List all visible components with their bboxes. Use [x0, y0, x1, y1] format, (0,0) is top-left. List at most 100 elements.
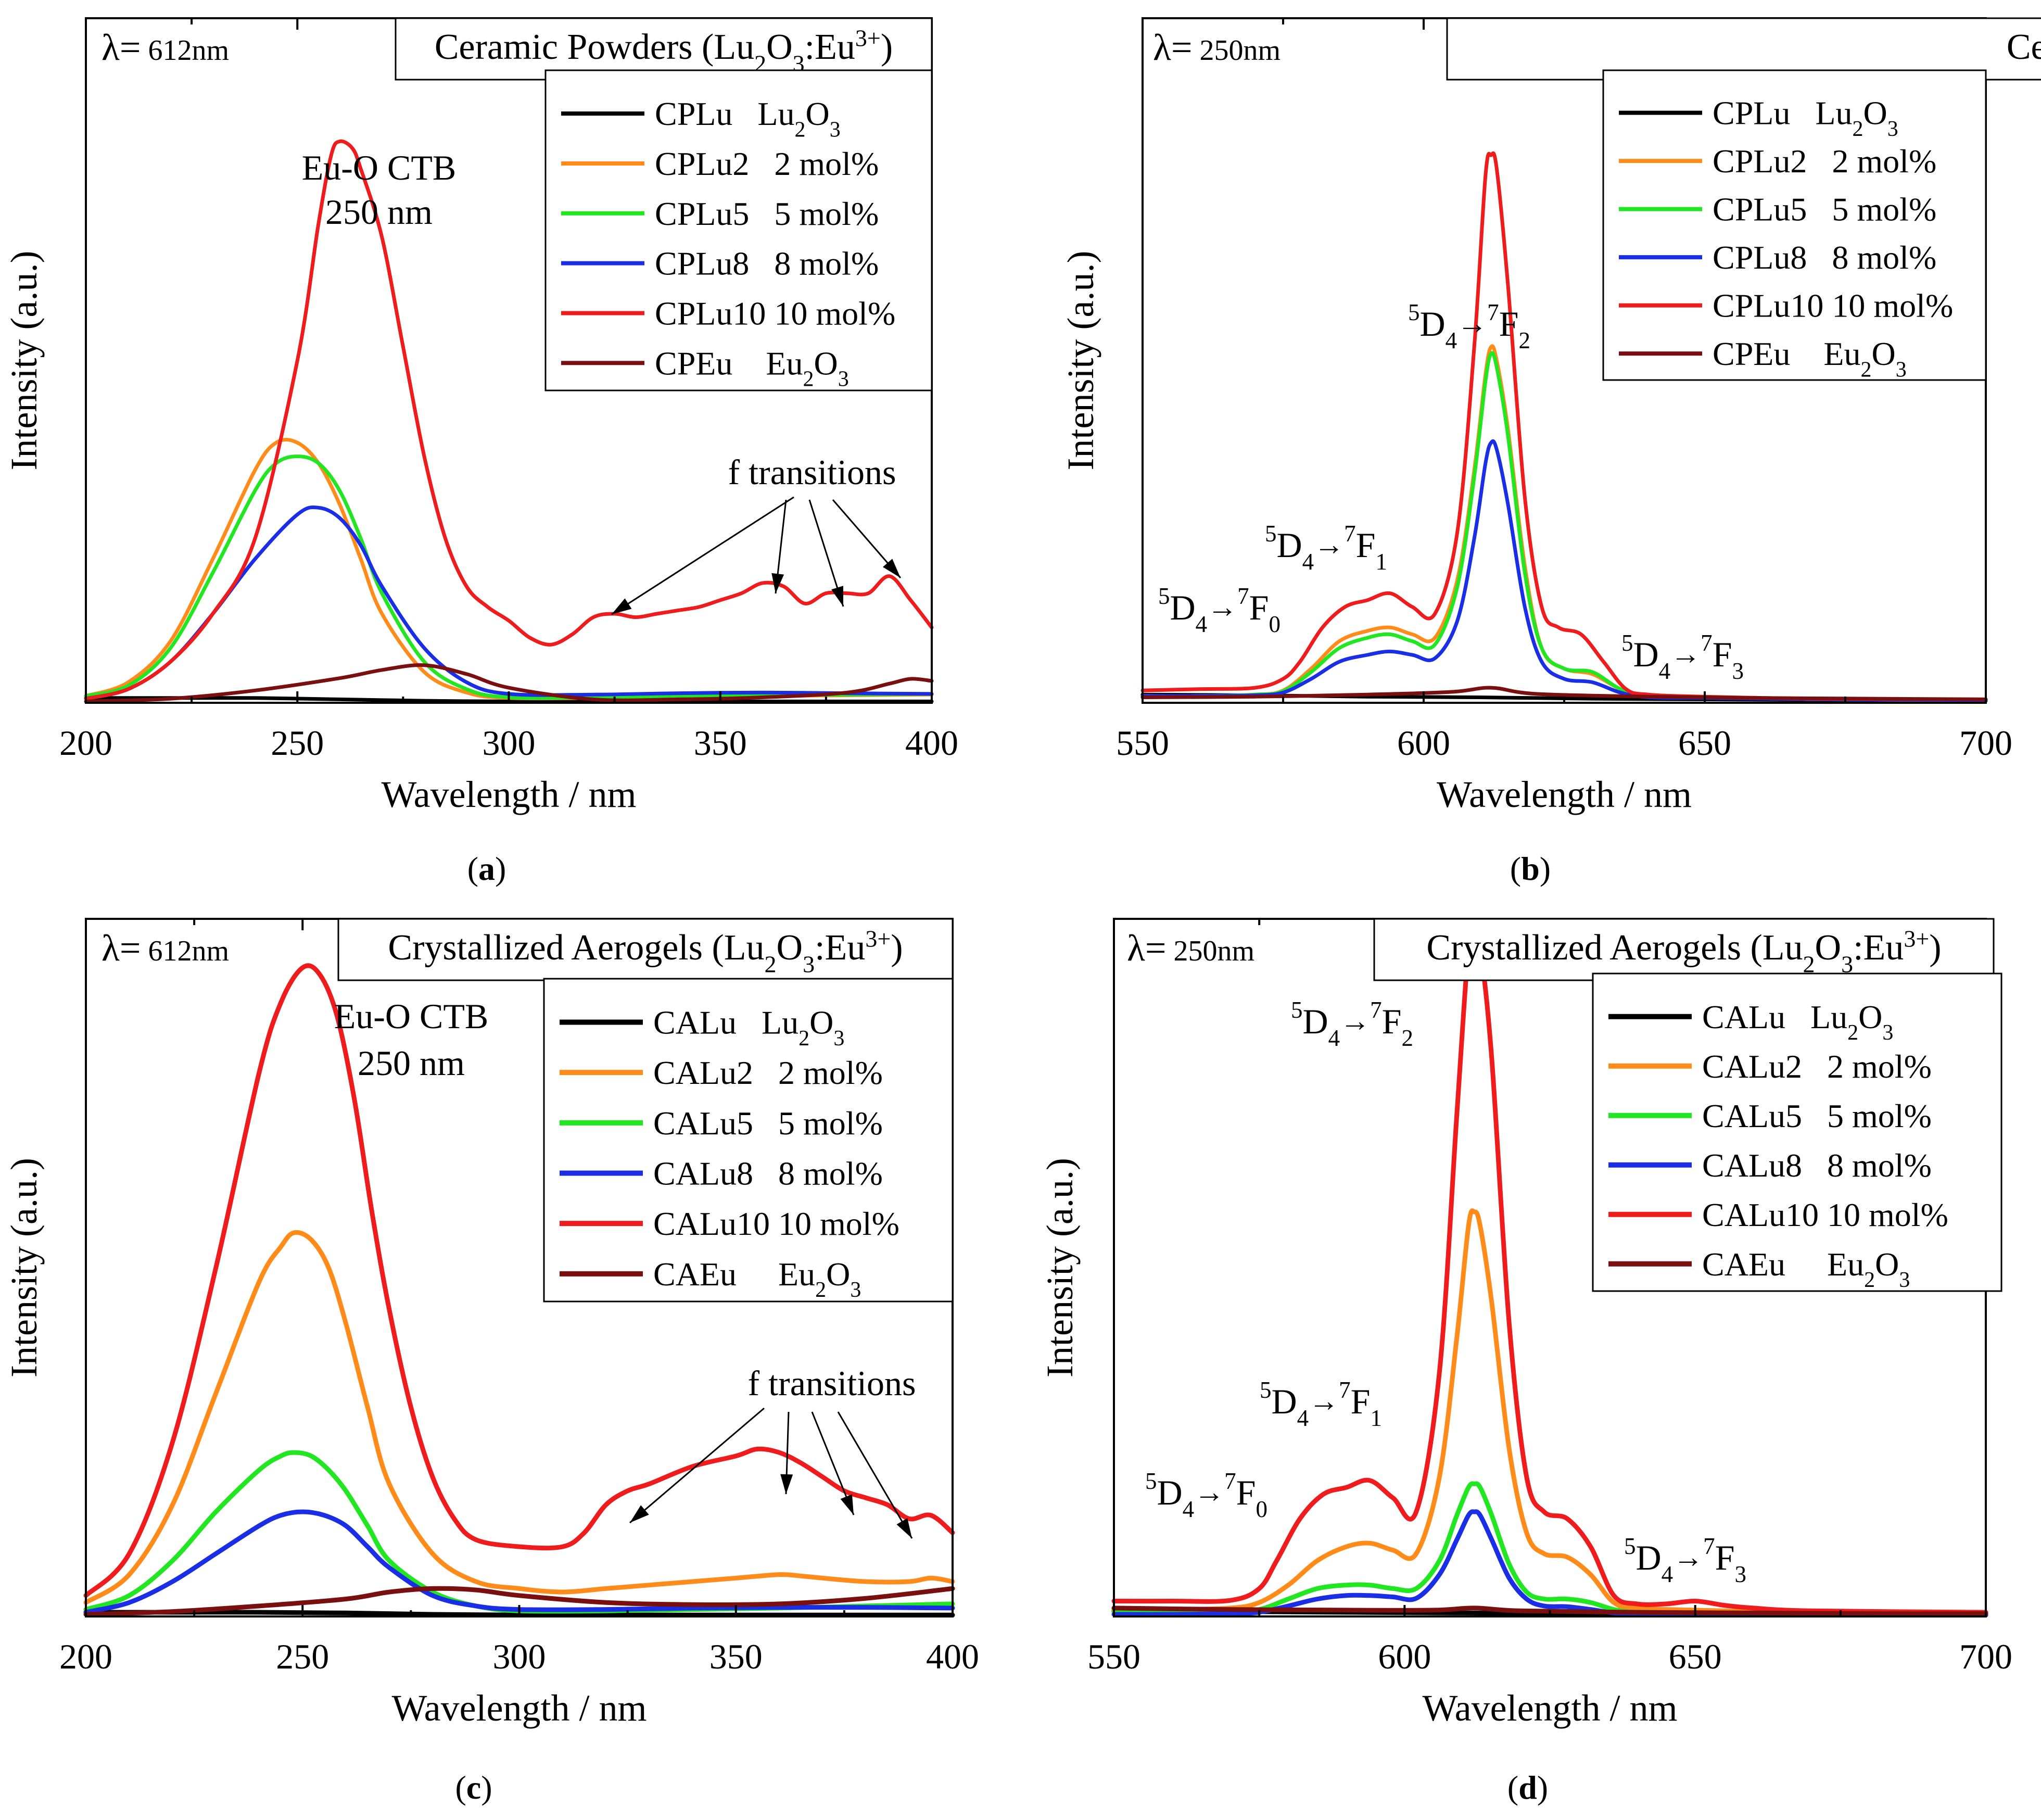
- legend-label: CAEu Eu2O3: [1702, 1246, 1910, 1292]
- series-line-cpeu: [1140, 686, 1988, 701]
- legend-label: CALu5 5 mol%: [653, 1105, 883, 1142]
- x-tick-label: 550: [1116, 723, 1169, 763]
- annotation-arrowhead: [612, 598, 632, 614]
- panel-caption: (a): [467, 850, 506, 887]
- series-line-cplu10: [84, 139, 934, 701]
- transition-label: 5D4→7F1: [1265, 521, 1387, 575]
- series-line-cpeu: [84, 663, 934, 703]
- annotation-arrowhead: [840, 1494, 854, 1515]
- x-tick-label: 350: [694, 723, 747, 763]
- title-box: [337, 918, 954, 981]
- series-line-caeu: [1111, 1606, 1988, 1616]
- ctb-annotation-line2: 250 nm: [325, 192, 433, 232]
- legend-label: CALu2 2 mol%: [1702, 1048, 1932, 1085]
- chart-panel-c: 200 250 300 350 400 Wavelength / nm Intensity …: [3, 918, 979, 1806]
- legend-label: CALu10 10 mol%: [653, 1205, 899, 1242]
- x-tick-label: 200: [59, 1637, 112, 1676]
- legend-label: CALu8 8 mol%: [1702, 1147, 1932, 1184]
- y-axis-label: Intensity (a.u.): [1039, 1158, 1081, 1377]
- x-tick-label: 300: [483, 723, 536, 763]
- legend-label: CALu8 8 mol%: [653, 1155, 883, 1192]
- legend-box: [1592, 972, 2002, 1292]
- ctb-annotation-line1: Eu-O CTB: [302, 148, 457, 187]
- x-tick-label: 700: [1959, 1637, 2012, 1676]
- legend-label: CPLu2 2 mol%: [1713, 143, 1936, 180]
- x-axis-label: Wavelength / nm: [381, 774, 636, 815]
- x-tick-label: 350: [709, 1637, 763, 1676]
- series-line-cplu5: [84, 454, 934, 700]
- x-tick-label: 250: [276, 1637, 329, 1676]
- x-axis-label: Wavelength / nm: [391, 1687, 646, 1729]
- series-line-calu2: [83, 1230, 955, 1605]
- chart-title: Crystallized Aerogels (Lu2O3:Eu3+): [1426, 926, 1941, 978]
- annotation-arrowhead: [896, 1518, 912, 1538]
- legend-label: CPLu5 5 mol%: [1713, 191, 1936, 228]
- legend-label: CALu Lu2O3: [1702, 999, 1893, 1045]
- legend-label: CALu Lu2O3: [653, 1004, 844, 1051]
- chart-title: Ceramic Powders (Lu2O3:Eu3+): [2007, 25, 2041, 77]
- legend-label: CPLu10 10 mol%: [655, 295, 895, 332]
- legend-box: [543, 978, 954, 1303]
- transition-label: 5D4→7F3: [1624, 1533, 1746, 1587]
- excitation-label: λ= 612nm: [102, 27, 229, 68]
- y-axis-label: Intensity (a.u.): [3, 1158, 45, 1377]
- series-group: [1111, 926, 1988, 1617]
- legend-label: CAEu Eu2O3: [653, 1256, 861, 1302]
- legend-label: CALu10 10 mol%: [1702, 1196, 1948, 1233]
- series-line-calu2: [1111, 1208, 1988, 1615]
- chart-panel-d: 550 600 650 700 Wavelength / nm Intensity (a.…: [1039, 918, 2012, 1806]
- x-tick-label: 700: [1959, 723, 2012, 763]
- excitation-label: λ= 250nm: [1127, 927, 1254, 969]
- legend-label: CPLu2 2 mol%: [655, 145, 879, 182]
- legend-label: CPLu5 5 mol%: [655, 195, 879, 232]
- series-line-caeu: [83, 1586, 955, 1617]
- x-tick-label: 400: [926, 1637, 979, 1676]
- x-tick-label: 600: [1397, 723, 1450, 763]
- chart-panel-a: 200 250 300 350 400 Wavelength / nm Intensity …: [3, 17, 958, 887]
- annotation-arrowhead: [771, 573, 784, 593]
- x-tick-label: 300: [493, 1637, 546, 1676]
- excitation-label: λ= 250nm: [1153, 27, 1281, 68]
- f-transitions-annotation: f transitions: [748, 1363, 916, 1403]
- legend-box: [1602, 69, 1987, 381]
- transition-label: 5D4→7F0: [1145, 1468, 1267, 1522]
- transition-label: 5D4→7F2: [1291, 997, 1413, 1051]
- annotation-arrowhead: [883, 559, 901, 578]
- legend-label: CPLu10 10 mol%: [1713, 287, 1953, 324]
- x-tick-label: 600: [1378, 1637, 1431, 1676]
- transition-label: 5D4→7F2: [1408, 299, 1530, 353]
- legend-label: CALu5 5 mol%: [1702, 1097, 1932, 1134]
- x-tick-label: 200: [59, 723, 112, 763]
- x-tick-label: 550: [1087, 1637, 1140, 1676]
- series-group: [84, 139, 934, 703]
- excitation-label: λ= 612nm: [102, 927, 229, 969]
- series-line-cplu8: [1140, 439, 1988, 702]
- legend-box: [544, 69, 933, 391]
- x-tick-label: 400: [905, 723, 958, 763]
- legend-label: CPLu Lu2O3: [1713, 95, 1898, 141]
- transition-label: 5D4→7F0: [1158, 583, 1281, 637]
- series-line-calu8: [83, 1509, 955, 1615]
- chart-panel-b: 550 600 650 700 Wavelength / nm Intensity (a.…: [1060, 17, 2041, 887]
- legend-label: CPLu8 8 mol%: [1713, 239, 1936, 276]
- series-line-calu10: [83, 963, 955, 1598]
- title-box: [395, 17, 933, 81]
- title-box: [1373, 918, 1995, 981]
- x-axis-label: Wavelength / nm: [1422, 1687, 1677, 1729]
- annotation-arrowhead: [831, 586, 843, 606]
- x-tick-label: 650: [1669, 1637, 1722, 1676]
- legend-label: CPEu Eu2O3: [1713, 335, 1907, 382]
- x-tick-label: 650: [1678, 723, 1731, 763]
- annotation-arrowhead: [780, 1474, 793, 1494]
- f-transitions-annotation: f transitions: [728, 452, 896, 492]
- y-axis-label: Intensity (a.u.): [1060, 251, 1101, 471]
- title-box: [1446, 17, 2041, 81]
- x-tick-label: 250: [271, 723, 324, 763]
- panel-caption: (b): [1510, 850, 1551, 887]
- annotation-arrowhead: [630, 1505, 649, 1523]
